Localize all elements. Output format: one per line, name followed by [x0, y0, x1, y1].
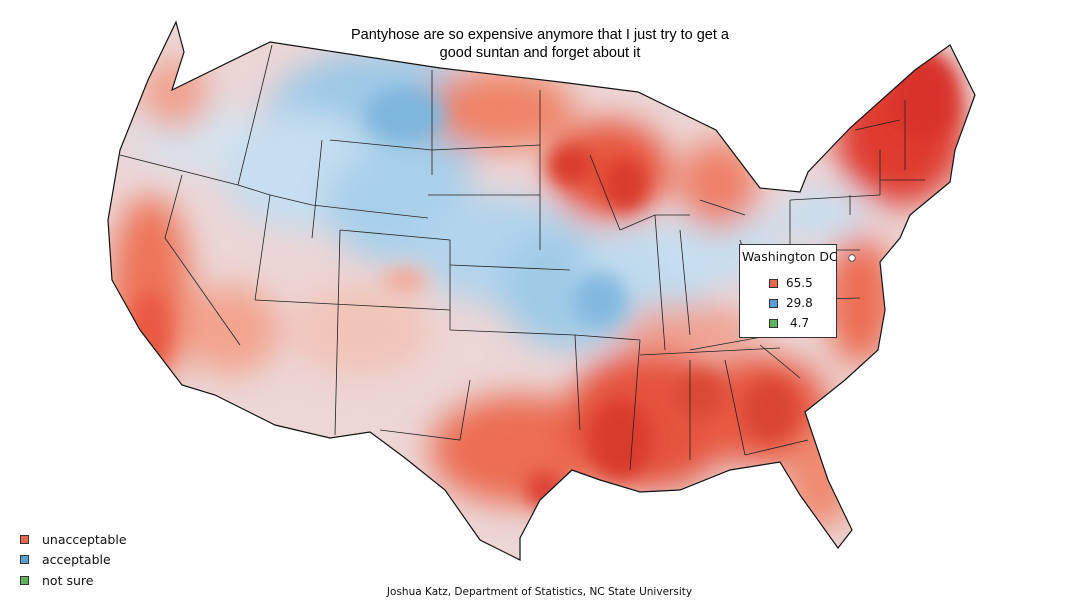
legend-item-not-sure[interactable]: not sure — [20, 570, 127, 591]
map-legend: unacceptable acceptable not sure — [20, 529, 127, 591]
popup-value-not-sure: 4.7 — [790, 316, 810, 330]
popup-row-unacceptable: 65.5 — [769, 276, 813, 290]
popup-row-not-sure: 4.7 — [769, 316, 809, 330]
legend-item-acceptable[interactable]: acceptable — [20, 550, 127, 571]
legend-label-not-sure: not sure — [42, 572, 94, 588]
legend-swatch-acceptable — [20, 555, 29, 565]
region-popup: Washington DC 65.5 29.8 4.7 — [739, 244, 838, 338]
legend-label-unacceptable: unacceptable — [42, 531, 127, 547]
legend-item-unacceptable[interactable]: unacceptable — [20, 529, 127, 550]
popup-value-acceptable: 29.8 — [786, 296, 813, 310]
credit-line: Joshua Katz, Department of Statistics, N… — [386, 586, 693, 598]
popup-region-name: Washington DC — [742, 249, 838, 264]
map-title: Pantyhose are so expensive anymore that … — [340, 26, 740, 62]
popup-swatch-not-sure — [769, 318, 778, 328]
popup-swatch-acceptable — [769, 298, 778, 308]
map-title-line-2: good suntan and forget about it — [439, 45, 641, 61]
popup-value-unacceptable: 65.5 — [786, 276, 813, 290]
popup-row-acceptable: 29.8 — [769, 296, 813, 310]
washington-dc-marker[interactable] — [848, 254, 856, 262]
popup-swatch-unacceptable — [769, 278, 778, 288]
map-title-line-1: Pantyhose are so expensive anymore that … — [350, 27, 729, 43]
legend-label-acceptable: acceptable — [42, 552, 111, 568]
legend-swatch-not-sure — [20, 575, 29, 585]
legend-swatch-unacceptable — [20, 534, 29, 544]
